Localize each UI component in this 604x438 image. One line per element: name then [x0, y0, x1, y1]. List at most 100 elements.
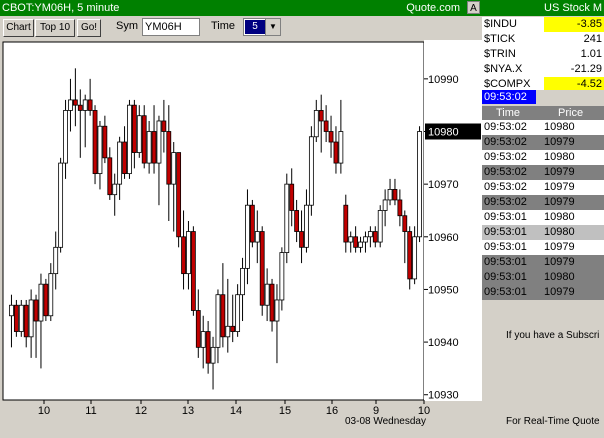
- market-sidebar: US Stock M $INDU -3.85 $TICK 241 $TRIN 1.01 $N…: [482, 0, 604, 438]
- candle-body: [181, 236, 186, 275]
- trade-time: 09:53:02: [484, 121, 527, 133]
- realtime-message: For Real-Time Quote: [506, 416, 600, 427]
- candle-body: [274, 299, 280, 322]
- corner-button[interactable]: A: [467, 1, 480, 14]
- candle-body: [308, 136, 314, 206]
- candle-body: [18, 304, 24, 332]
- top10-button[interactable]: Top 10: [35, 19, 75, 37]
- trade-price: 10979: [544, 256, 575, 268]
- candle-body: [215, 294, 221, 348]
- candle-body: [200, 331, 206, 348]
- clock: 09:53:02: [482, 90, 536, 104]
- candle-body: [220, 294, 226, 338]
- chevron-down-icon[interactable]: ▼: [265, 19, 280, 35]
- candle-body: [43, 283, 49, 317]
- candle-body: [58, 162, 64, 248]
- index-value: -3.85: [544, 17, 604, 32]
- candle-body: [254, 231, 260, 243]
- last-price-marker: [425, 123, 481, 140]
- trade-price: 10980: [544, 271, 575, 283]
- date-footnote: 03-08 Wednesday: [345, 416, 426, 427]
- index-row[interactable]: $TRIN 1.01: [482, 47, 604, 62]
- price-axis: [424, 40, 482, 438]
- trade-time: 09:53:01: [484, 286, 527, 298]
- window-titlebar: CBOT:YM06H, 5 minute Quote.com A: [0, 0, 482, 16]
- candle-body: [82, 99, 88, 111]
- candle-body: [249, 204, 255, 243]
- index-name: $NYA.X: [484, 63, 523, 75]
- candle-body: [417, 131, 422, 238]
- candle-body: [412, 236, 418, 280]
- sidebar-header: US Stock M: [482, 0, 604, 16]
- candle-body: [131, 104, 137, 153]
- trade-price: 10980: [544, 226, 575, 238]
- candle-body: [328, 131, 334, 143]
- index-row[interactable]: $INDU -3.85: [482, 17, 604, 32]
- trade-row: 09:53:01 10979: [482, 285, 604, 300]
- chart-button[interactable]: Chart: [3, 19, 34, 37]
- candle-body: [269, 283, 275, 322]
- candle-body: [402, 215, 408, 232]
- candle-body: [210, 346, 216, 364]
- candle-body: [117, 141, 123, 185]
- candle-body: [235, 294, 241, 332]
- index-name: $TICK: [484, 33, 516, 45]
- candle-body: [48, 273, 54, 317]
- index-value: 241: [583, 33, 602, 45]
- time-label: Time: [211, 20, 236, 32]
- y-tick-label: 10970: [428, 179, 459, 191]
- trade-price: 10980: [544, 211, 575, 223]
- index-row[interactable]: $TICK 241: [482, 32, 604, 47]
- x-tick-label: 14: [230, 405, 242, 417]
- source-label: Quote.com: [406, 2, 460, 14]
- candle-body: [264, 283, 270, 306]
- y-tick-label: 10940: [428, 337, 459, 349]
- trade-time: 09:53:02: [484, 151, 527, 163]
- x-tick-label: 16: [326, 405, 338, 417]
- index-value: 1.01: [580, 48, 602, 60]
- trade-price: 10979: [544, 241, 575, 253]
- candle-body: [377, 210, 383, 243]
- trade-row: 09:53:02 10979: [482, 195, 604, 210]
- sym-label: Sym: [116, 20, 138, 32]
- index-row[interactable]: $NYA.X -21.29: [482, 62, 604, 77]
- trade-time: 09:53:02: [484, 166, 527, 178]
- x-tick-label: 11: [85, 405, 96, 417]
- candle-body: [72, 99, 78, 106]
- subscription-message: If you have a Subscri: [506, 330, 600, 341]
- candle-body: [195, 310, 201, 348]
- candle-body: [225, 325, 231, 338]
- go-button[interactable]: Go!: [77, 19, 101, 37]
- trade-time: 09:53:02: [484, 136, 527, 148]
- price-column-header: Price: [558, 107, 584, 119]
- interval-select[interactable]: 5 ▼: [243, 18, 281, 36]
- candle-body: [284, 183, 290, 253]
- candle-body: [141, 115, 147, 164]
- trade-time: 09:53:01: [484, 271, 527, 283]
- candle-body: [240, 267, 245, 296]
- candle-body: [304, 204, 309, 248]
- index-name: $COMPX: [484, 78, 531, 90]
- candle-body: [318, 110, 324, 122]
- time-column-header: Time: [496, 107, 521, 119]
- x-tick-label: 15: [279, 405, 291, 417]
- trade-row: 09:53:01 10979: [482, 240, 604, 255]
- candle-body: [151, 131, 157, 164]
- trade-price: 10979: [544, 166, 575, 178]
- trade-price: 10979: [544, 181, 575, 193]
- y-tick-label: 10930: [428, 390, 459, 402]
- index-row[interactable]: $COMPX -4.52: [482, 77, 604, 92]
- candle-body: [102, 125, 108, 159]
- candle-body: [156, 120, 162, 164]
- candle-body: [28, 299, 34, 338]
- candle-body: [190, 231, 196, 311]
- x-tick-label: 13: [182, 405, 194, 417]
- candle-body: [146, 131, 152, 164]
- candle-body: [166, 131, 172, 185]
- symbol-input[interactable]: YM06H: [142, 18, 200, 36]
- candle-body: [289, 183, 295, 211]
- price-chart[interactable]: 1093010940109501096010970109801099010980…: [0, 40, 482, 438]
- candle-body: [13, 304, 19, 332]
- trade-price: 10980: [544, 121, 575, 133]
- candle-body: [323, 120, 329, 132]
